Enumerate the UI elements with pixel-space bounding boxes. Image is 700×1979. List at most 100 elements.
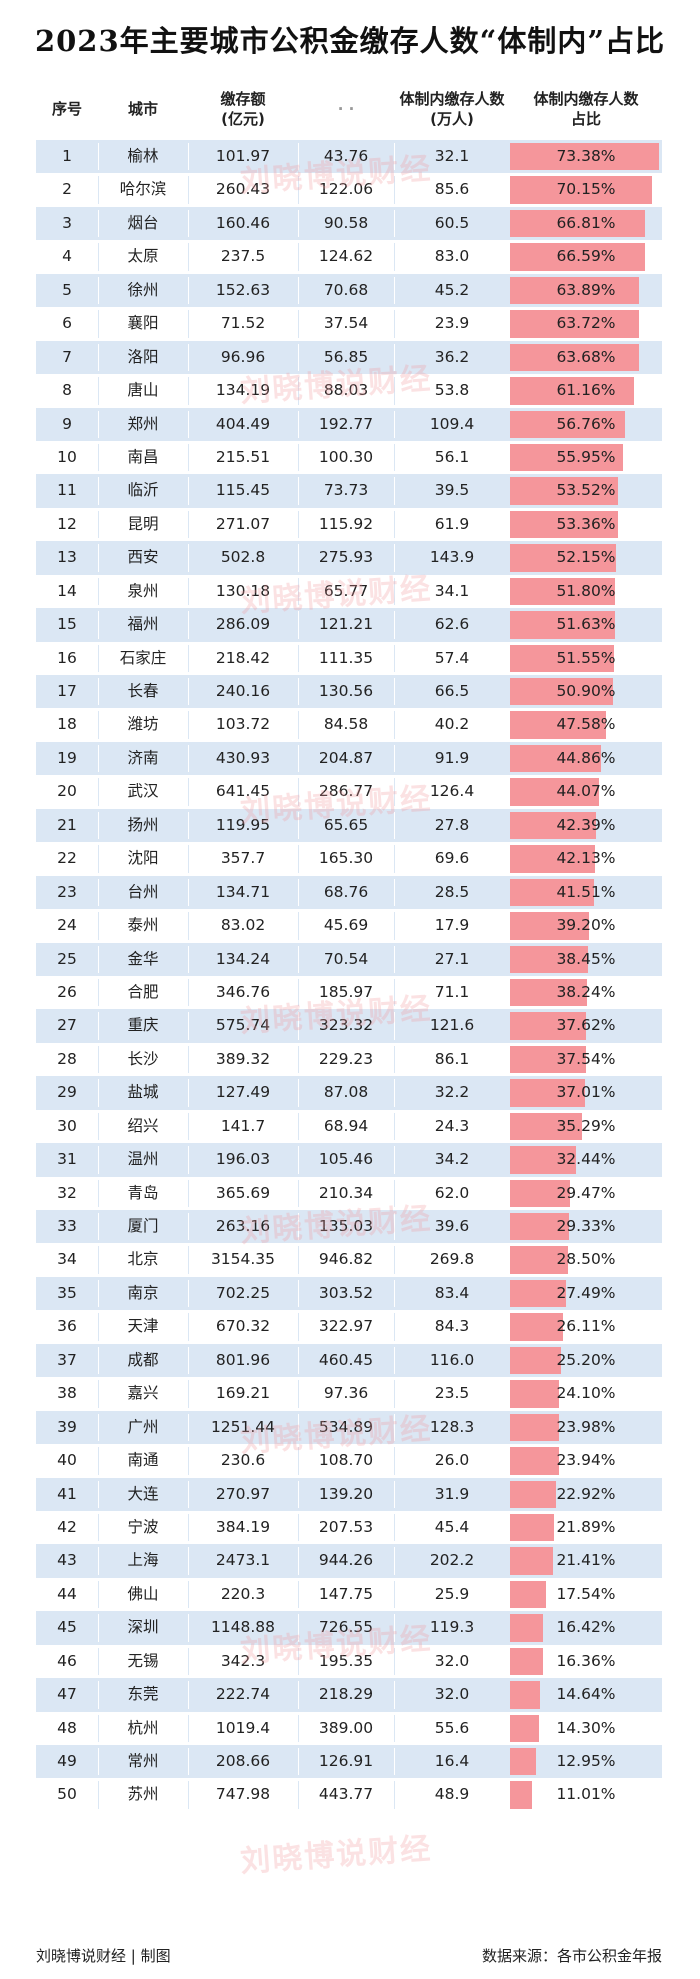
cell-amount: 222.74 — [215, 1685, 271, 1704]
ratio-bar — [510, 811, 596, 840]
column-divider — [394, 1012, 395, 1040]
table-row: 5 徐州 152.63 70.68 45.2 63.89% — [36, 273, 662, 308]
ratio-cell: 37.62% — [510, 1009, 662, 1042]
column-divider — [298, 1413, 299, 1442]
column-divider — [298, 1246, 299, 1274]
cell-col4: 207.53 — [318, 1517, 374, 1536]
cell-index: 50 — [57, 1785, 77, 1804]
table-row: 43 上海 2473.1 944.26 202.2 21.41% — [36, 1544, 662, 1578]
ratio-label: 39.20% — [556, 916, 616, 935]
column-divider — [394, 1380, 395, 1408]
column-divider — [394, 1748, 395, 1776]
cell-index: 27 — [57, 1016, 77, 1035]
table-row: 50 苏州 747.98 443.77 48.9 11.01% — [36, 1778, 662, 1812]
cell-city: 嘉兴 — [127, 1384, 159, 1403]
ratio-label: 66.81% — [556, 213, 616, 232]
table-row: 20 武汉 641.45 286.77 126.4 44.07% — [36, 775, 662, 809]
table-row: 1 榆林 101.97 43.76 32.1 73.38% — [36, 140, 662, 174]
ratio-bar — [510, 176, 653, 204]
cell-city: 洛阳 — [127, 347, 159, 366]
column-divider — [188, 1513, 189, 1542]
table-row: 19 济南 430.93 204.87 91.9 44.86% — [36, 741, 662, 776]
ratio-bar — [510, 1547, 554, 1575]
ratio-label: 51.55% — [556, 648, 616, 667]
column-divider — [188, 209, 189, 238]
column-divider — [394, 410, 395, 438]
ratio-label: 16.36% — [556, 1651, 616, 1670]
ratio-cell: 21.41% — [510, 1544, 662, 1577]
column-divider — [188, 644, 189, 672]
column-divider — [298, 1380, 299, 1408]
table-row: 3 烟台 160.46 90.58 60.5 66.81% — [36, 206, 662, 241]
column-divider — [188, 577, 189, 606]
cell-amount: 747.98 — [215, 1785, 271, 1804]
ratio-bar — [510, 377, 634, 405]
ratio-bar — [510, 644, 615, 672]
column-divider — [394, 1179, 395, 1207]
table-row: 32 青岛 365.69 210.34 62.0 29.47% — [36, 1176, 662, 1210]
cell-amount: 134.24 — [215, 949, 271, 968]
column-divider — [188, 1614, 189, 1642]
column-divider — [98, 811, 99, 840]
cell-index: 4 — [62, 247, 72, 266]
cell-amount: 575.74 — [215, 1016, 271, 1035]
cell-people: 25.9 — [434, 1584, 470, 1603]
ratio-bar — [510, 1346, 562, 1375]
column-divider — [394, 678, 395, 706]
ratio-label: 41.51% — [556, 882, 616, 901]
cell-amount: 641.45 — [215, 782, 271, 801]
column-divider — [188, 1580, 189, 1609]
table-body: 1 榆林 101.97 43.76 32.1 73.38% 2 哈尔滨 260.43 122.06… — [36, 140, 662, 1812]
cell-col4: 68.76 — [323, 882, 369, 901]
cell-col4: 534.89 — [318, 1417, 374, 1436]
cell-index: 41 — [57, 1484, 77, 1503]
cell-people: 128.3 — [429, 1417, 475, 1436]
table-row: 23 台州 134.71 68.76 28.5 41.51% — [36, 875, 662, 910]
cell-amount: 152.63 — [215, 280, 271, 299]
cell-index: 12 — [57, 514, 77, 533]
ratio-cell: 24.10% — [510, 1377, 662, 1410]
column-divider — [394, 945, 395, 973]
cell-col4: 443.77 — [318, 1785, 374, 1804]
table-row: 49 常州 208.66 126.91 16.4 12.95% — [36, 1745, 662, 1779]
cell-people: 86.1 — [434, 1049, 470, 1068]
cell-index: 35 — [57, 1283, 77, 1302]
cell-col4: 100.30 — [318, 447, 374, 466]
column-divider — [394, 1346, 395, 1375]
column-divider — [394, 1112, 395, 1141]
table-row: 26 合肥 346.76 185.97 71.1 38.24% — [36, 975, 662, 1010]
column-divider — [188, 1447, 189, 1475]
cell-col4: 73.73 — [323, 481, 369, 500]
cell-people: 126.4 — [429, 782, 475, 801]
cell-city: 泉州 — [127, 581, 159, 600]
column-divider — [298, 176, 299, 204]
ratio-cell: 63.89% — [510, 274, 662, 307]
cell-index: 10 — [57, 447, 77, 466]
column-divider — [298, 1513, 299, 1542]
cell-city: 青岛 — [127, 1183, 159, 1202]
column-divider — [394, 443, 395, 472]
column-divider — [188, 1179, 189, 1207]
ratio-cell: 12.95% — [510, 1745, 662, 1778]
ratio-label: 38.24% — [556, 982, 616, 1001]
column-divider — [98, 1313, 99, 1341]
cell-amount: 1019.4 — [215, 1718, 271, 1737]
table-row: 35 南京 702.25 303.52 83.4 27.49% — [36, 1276, 662, 1311]
cell-people: 57.4 — [434, 648, 470, 667]
ratio-label: 17.54% — [556, 1584, 616, 1603]
cell-city: 长沙 — [127, 1049, 159, 1068]
column-divider — [98, 1714, 99, 1742]
ratio-cell: 47.58% — [510, 708, 662, 741]
cell-col4: 275.93 — [318, 548, 374, 567]
table-row: 46 无锡 342.3 195.35 32.0 16.36% — [36, 1644, 662, 1679]
ratio-bar — [510, 209, 646, 238]
column-divider — [188, 477, 189, 505]
column-divider — [188, 1045, 189, 1074]
cell-amount: 71.52 — [220, 314, 266, 333]
cell-index: 37 — [57, 1350, 77, 1369]
ratio-cell: 51.55% — [510, 642, 662, 675]
cell-col4: 135.03 — [318, 1217, 374, 1235]
ratio-cell: 51.80% — [510, 575, 662, 608]
ratio-label: 24.10% — [556, 1384, 616, 1403]
ratio-cell: 21.89% — [510, 1511, 662, 1544]
